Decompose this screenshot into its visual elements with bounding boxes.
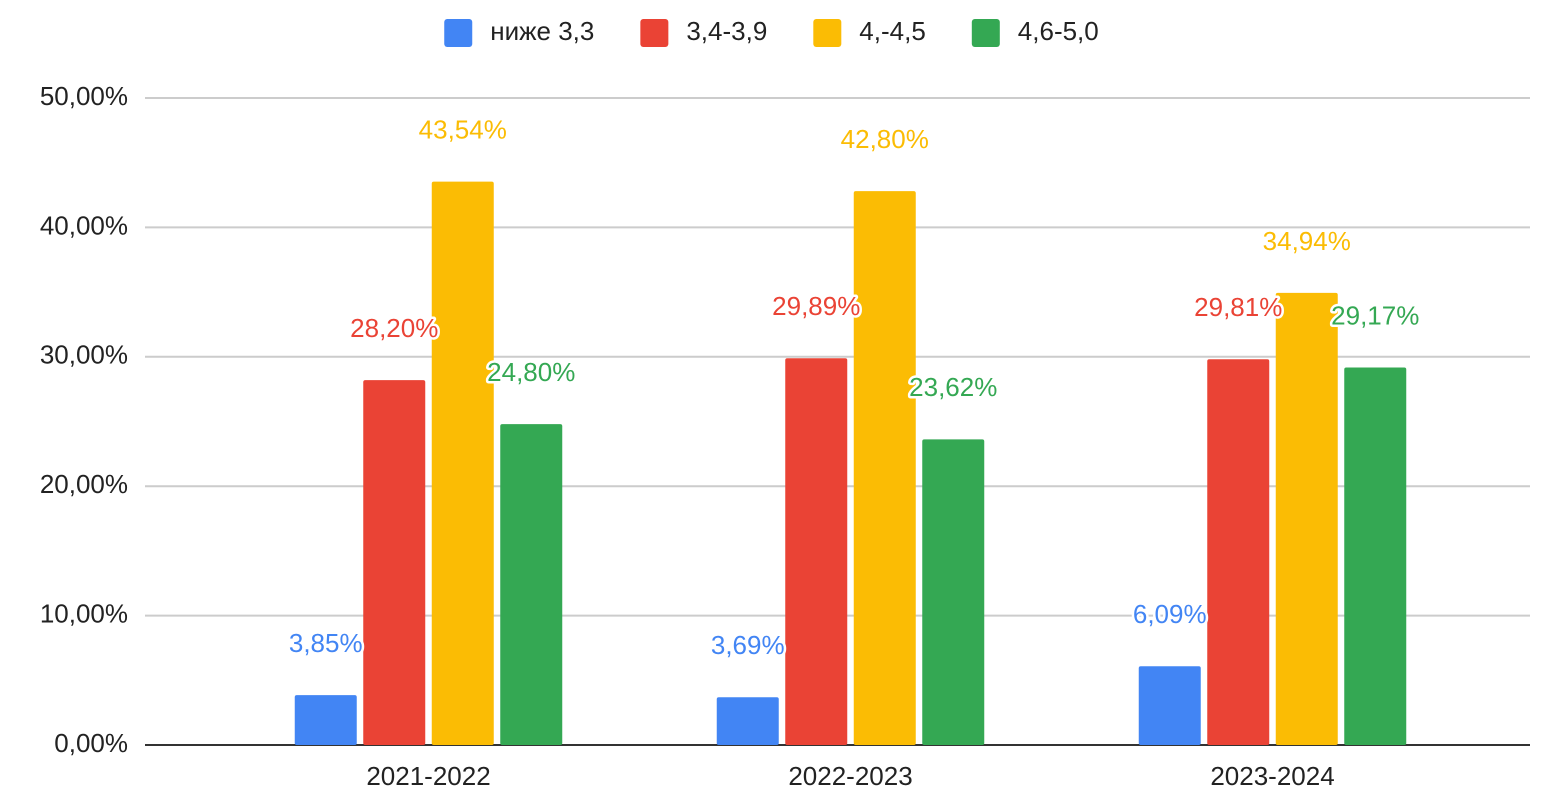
bar — [1138, 666, 1201, 745]
data-label: 29,89% — [772, 291, 860, 321]
legend-swatch — [444, 19, 473, 47]
bar — [431, 181, 494, 745]
bar — [853, 191, 916, 746]
bar — [500, 424, 563, 745]
data-label: 23,62% — [909, 372, 997, 402]
legend-label: 3,4-3,9 — [686, 16, 767, 46]
bar — [1207, 359, 1270, 745]
bar — [716, 697, 779, 745]
y-tick-label: 0,00% — [54, 728, 128, 758]
x-tick-label: 2022-2023 — [788, 761, 912, 791]
data-label: 43,54% — [419, 114, 507, 144]
bar — [1344, 367, 1407, 745]
legend-label: ниже 3,3 — [490, 16, 594, 46]
legend-label: 4,-4,5 — [859, 16, 926, 46]
data-label: 28,20% — [350, 313, 438, 343]
y-tick-label: 20,00% — [40, 469, 128, 499]
data-label: 29,81% — [1194, 292, 1282, 322]
legend-label: 4,6-5,0 — [1018, 16, 1099, 46]
data-label: 3,85% — [289, 628, 363, 658]
bar — [1275, 292, 1338, 745]
y-tick-label: 10,00% — [40, 598, 128, 628]
bar — [363, 380, 426, 745]
legend-swatch — [813, 19, 842, 47]
bar — [922, 439, 985, 745]
x-tick-label: 2021-2022 — [366, 761, 490, 791]
legend-swatch — [971, 19, 1000, 47]
data-label: 42,80% — [841, 124, 929, 154]
data-label: 29,17% — [1331, 300, 1419, 330]
data-label: 6,09% — [1133, 599, 1207, 629]
data-label: 24,80% — [487, 357, 575, 387]
bar — [785, 358, 848, 745]
legend-swatch — [640, 19, 669, 47]
y-tick-label: 40,00% — [40, 210, 128, 240]
y-tick-label: 30,00% — [40, 340, 128, 370]
x-tick-label: 2023-2024 — [1210, 761, 1334, 791]
bar — [294, 695, 357, 745]
data-label: 34,94% — [1263, 226, 1351, 256]
y-tick-label: 50,00% — [40, 81, 128, 111]
data-label: 3,69% — [711, 630, 785, 660]
